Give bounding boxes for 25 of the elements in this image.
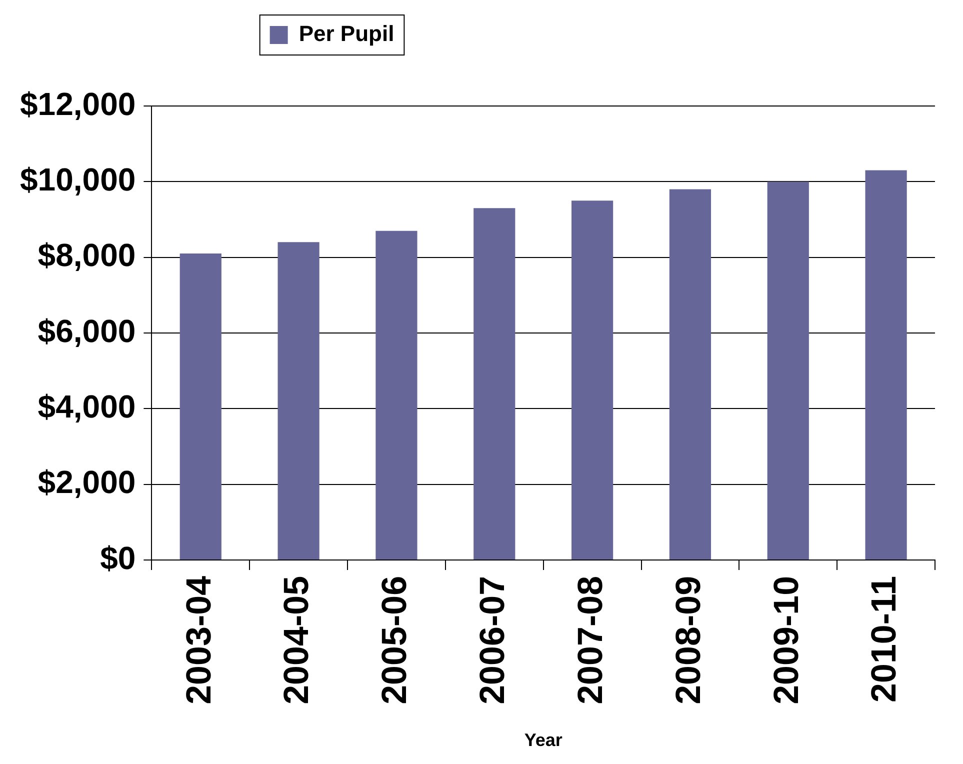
bar — [571, 200, 614, 560]
x-tick-label: 2003-04 — [179, 575, 218, 704]
y-tick-label: $0 — [100, 540, 136, 576]
x-tick-label: 2004-05 — [277, 576, 316, 704]
legend-label: Per Pupil — [298, 21, 394, 46]
bar — [376, 230, 418, 560]
bar — [278, 242, 320, 560]
y-tick-label: $8,000 — [38, 237, 136, 274]
y-tick-label: $4,000 — [38, 388, 136, 424]
bar — [474, 208, 516, 560]
x-tick-label: 2006-07 — [473, 576, 512, 704]
y-tick-label: $10,000 — [20, 161, 136, 198]
bar — [767, 182, 809, 560]
bar — [180, 254, 222, 560]
x-tick-label: 2009-10 — [766, 576, 806, 704]
x-tick-label: 2007-08 — [570, 576, 610, 704]
y-tick-label: $12,000 — [20, 86, 136, 122]
x-tick-label: 2010-11 — [864, 576, 904, 702]
bar — [865, 170, 907, 560]
y-tick-label: $6,000 — [38, 312, 136, 349]
y-tick-label: $2,000 — [38, 464, 136, 500]
x-axis-title: Year — [524, 730, 562, 750]
bar — [669, 189, 712, 560]
x-tick-label: 2005-06 — [375, 576, 414, 704]
x-tick-label: 2008-09 — [668, 576, 708, 704]
